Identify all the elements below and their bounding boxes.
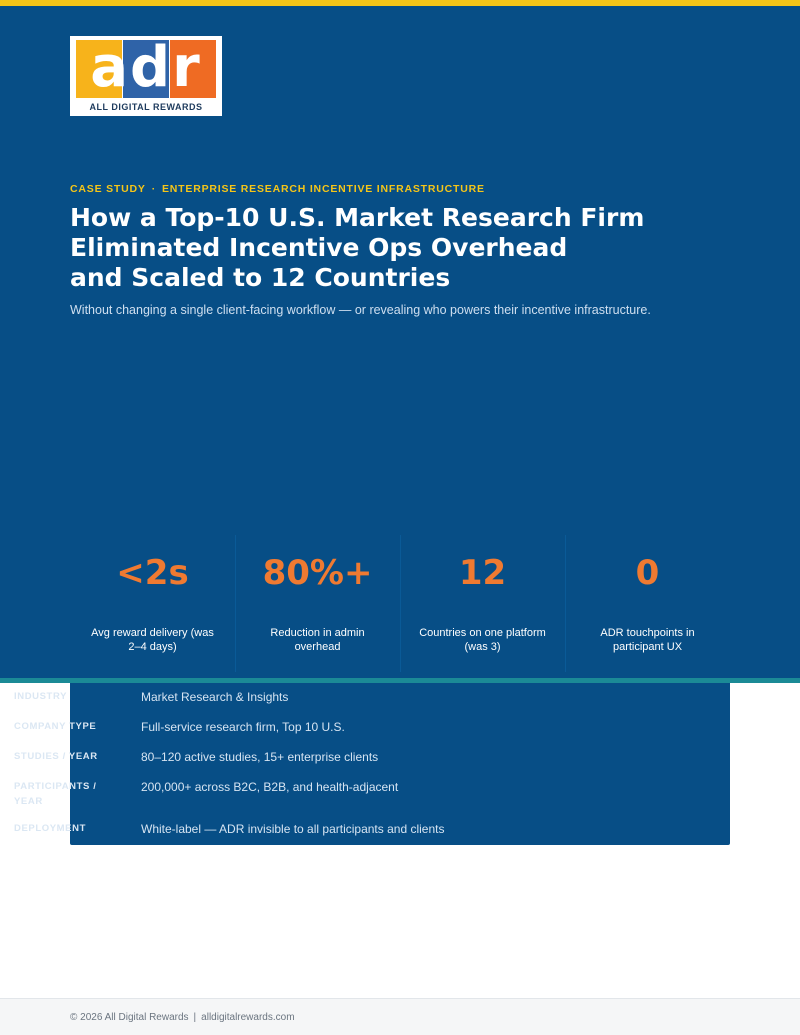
stat-card-delivery: <2s Avg reward delivery (was 2–4 days) xyxy=(70,535,235,672)
stat-value: 12 xyxy=(458,553,507,593)
logo-tile-blue xyxy=(123,40,169,98)
stat-divider xyxy=(235,535,236,672)
title-line-3: and Scaled to 12 Countries xyxy=(70,263,451,292)
eyebrow-separator: · xyxy=(151,183,156,195)
stat-label: Countries on one platform (was 3) xyxy=(419,627,546,653)
title-line-1: How a Top-10 U.S. Market Research Firm xyxy=(70,203,645,232)
stat-value: 0 xyxy=(635,553,660,593)
stat-divider xyxy=(400,535,401,672)
profile-value: 200,000+ across B2C, B2B, and health-adj… xyxy=(141,780,399,794)
profile-key: PARTICIPANTS / YEAR xyxy=(14,781,97,807)
eyebrow-label: CASE STUDY · ENTERPRISE RESEARCH INCENTIVE… xyxy=(70,183,485,195)
profile-key: DEPLOYMENT xyxy=(14,823,86,834)
footer-divider xyxy=(0,998,800,999)
stats-row: <2s Avg reward delivery (was 2–4 days) 8… xyxy=(70,535,730,672)
stat-label: ADR touchpoints in participant UX xyxy=(600,627,695,653)
logo-letters: adr xyxy=(90,35,202,100)
profile-value: White-label — ADR invisible to all parti… xyxy=(141,822,445,836)
footer-copyright: © 2026 All Digital Rewards xyxy=(70,1012,189,1023)
profile-value: Market Research & Insights xyxy=(141,690,289,704)
profile-value: Full-service research firm, Top 10 U.S. xyxy=(141,720,345,734)
top-accent-bar xyxy=(0,0,800,6)
footer-website-link[interactable]: alldigitalrewards.com xyxy=(201,1012,295,1023)
stat-card-countries: 12 Countries on one platform (was 3) xyxy=(400,535,565,672)
footer-background xyxy=(0,999,800,1035)
page-footer: © 2026 All Digital Rewards | alldigitalrew… xyxy=(70,1012,295,1023)
stat-card-touchpoints: 0 ADR touchpoints in participant UX xyxy=(565,535,730,672)
stat-divider xyxy=(565,535,566,672)
stat-value: <2s xyxy=(116,553,189,593)
eyebrow-category: ENTERPRISE RESEARCH INCENTIVE INFRASTRUC… xyxy=(161,183,485,195)
company-profile-table xyxy=(70,683,730,845)
title-line-2: Eliminated Incentive Ops Overhead xyxy=(70,233,568,262)
logo-tile-yellow xyxy=(76,40,122,98)
logo-tiles xyxy=(76,40,216,98)
stat-label: Avg reward delivery (was 2–4 days) xyxy=(91,627,214,653)
page-title: How a Top-10 U.S. Market Research Firm E… xyxy=(70,203,690,293)
eyebrow-case-study: CASE STUDY xyxy=(70,183,146,195)
profile-value: 80–120 active studies, 15+ enterprise cl… xyxy=(141,750,379,764)
stat-card-overhead: 80%+ Reduction in admin overhead xyxy=(235,535,400,672)
stat-label: Reduction in admin overhead xyxy=(270,627,365,653)
profile-key: STUDIES / YEAR xyxy=(14,751,98,762)
page-subtitle: Without changing a single client-facing … xyxy=(70,303,651,317)
logo-tile-orange xyxy=(170,40,216,98)
profile-key: COMPANY TYPE xyxy=(14,721,97,732)
teal-divider-band xyxy=(0,678,800,683)
stat-value: 80%+ xyxy=(262,553,373,593)
footer-separator: | xyxy=(193,1012,197,1023)
profile-key: INDUSTRY xyxy=(14,691,68,702)
company-logo: adr ALL DIGITAL REWARDS xyxy=(70,36,222,116)
logo-tagline: ALL DIGITAL REWARDS xyxy=(89,102,203,112)
